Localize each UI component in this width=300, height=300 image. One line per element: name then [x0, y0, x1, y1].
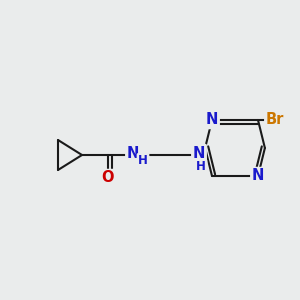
Text: N: N — [252, 169, 264, 184]
Text: N: N — [206, 112, 218, 128]
Text: Br: Br — [266, 112, 284, 128]
Text: N: N — [127, 146, 139, 160]
Text: N: N — [193, 146, 205, 160]
Text: O: O — [102, 170, 114, 185]
Text: H: H — [196, 160, 206, 173]
Text: H: H — [138, 154, 148, 167]
